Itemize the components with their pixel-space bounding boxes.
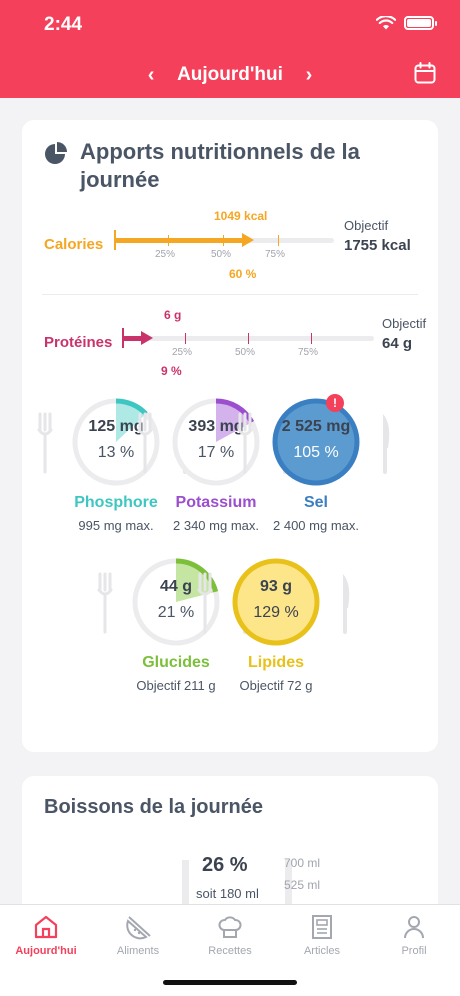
- fork-icon: [97, 572, 113, 634]
- calories-percent: 60 %: [229, 267, 257, 281]
- gauge-percent: 129 %: [253, 604, 299, 621]
- knife-icon: [343, 574, 350, 634]
- gauge-value: 125 mg: [88, 418, 144, 435]
- nutrition-card: Apports nutritionnels de la journée Calo…: [22, 120, 438, 752]
- gauge-ring: [197, 558, 350, 646]
- proteins-tick-75: [311, 333, 312, 344]
- battery-icon: [404, 16, 437, 30]
- gauge-limit: 2 340 mg max.: [173, 518, 259, 533]
- gauge-value: 2 525 mg: [281, 418, 351, 435]
- status-icons: [376, 16, 437, 30]
- drinks-scale-700: 700 ml: [284, 856, 321, 870]
- drinks-percent: 26 %: [202, 854, 248, 876]
- knife-icon: [383, 414, 390, 474]
- page-title: Aujourd'hui: [177, 64, 283, 85]
- pie-chart-icon: [45, 142, 67, 164]
- wifi-icon: [376, 16, 396, 30]
- gauge-name: Glucides: [142, 654, 210, 671]
- calories-tick-label-50: 50%: [211, 249, 232, 260]
- calories-value: 1049 kcal: [214, 209, 268, 223]
- proteins-progress: [122, 336, 145, 341]
- tab-aujourdhui[interactable]: Aujourd'hui: [0, 913, 92, 957]
- proteins-bar-start: [122, 328, 124, 348]
- next-day-button[interactable]: ›: [305, 63, 313, 86]
- gauge-limit: 2 400 mg max.: [273, 518, 359, 533]
- alert-icon: !: [326, 394, 344, 412]
- nutrition-card-header: Apports nutritionnels de la journée: [44, 138, 360, 194]
- proteins-percent: 9 %: [161, 364, 182, 378]
- proteins-objective: 64 g: [382, 335, 413, 352]
- gauge-limit: Objectif 211 g: [136, 678, 216, 693]
- home-icon: [34, 915, 58, 939]
- proteins-tick-label-25: 25%: [172, 347, 193, 358]
- drinks-title: Boissons de la journée: [44, 796, 263, 818]
- gauge-name: Sel: [303, 494, 328, 511]
- calories-progress: [114, 238, 246, 243]
- gauge-name: Phosphore: [74, 494, 158, 511]
- fork-icon: [197, 572, 213, 634]
- status-time: 2:44: [44, 14, 83, 35]
- drinks-scale-525: 525 ml: [284, 878, 321, 892]
- gauge-percent: 13 %: [97, 444, 135, 461]
- gauge-name: Lipides: [247, 654, 304, 671]
- date-navigator: ‹ Aujourd'hui ›: [0, 60, 460, 90]
- calories-tick-25: [168, 235, 169, 246]
- previous-day-button[interactable]: ‹: [147, 63, 155, 86]
- chef-hat-icon: [218, 916, 242, 938]
- calories-objective-label: Objectif: [344, 218, 389, 233]
- melon-icon: [126, 916, 151, 940]
- fork-icon: [237, 412, 253, 474]
- gauge-name: Potassium: [175, 494, 257, 511]
- gauge-percent: 21 %: [157, 604, 195, 621]
- gauge-limit: 995 mg max.: [78, 518, 154, 533]
- nutrition-title: Apports nutritionnels de la journée: [80, 139, 360, 192]
- calories-bar-start: [114, 230, 116, 250]
- proteins-tick-25: [185, 333, 186, 344]
- gauge-percent: 17 %: [197, 444, 235, 461]
- proteins-tick-label-50: 50%: [235, 347, 256, 358]
- calories-label: Calories: [44, 236, 104, 253]
- proteins-tick-label-75: 75%: [298, 347, 319, 358]
- tab-label: Articles: [303, 945, 341, 957]
- tab-label: Profil: [401, 945, 427, 957]
- calories-tick-label-25: 25%: [155, 249, 176, 260]
- calendar-icon[interactable]: [414, 62, 436, 84]
- tab-label: Aujourd'hui: [15, 945, 77, 957]
- fork-icon: [137, 412, 153, 474]
- gauge-value: 93 g: [259, 578, 292, 595]
- gauge-ring: [237, 398, 390, 486]
- proteins-value: 6 g: [164, 308, 182, 322]
- proteins-objective-label: Objectif: [382, 316, 427, 331]
- drinks-volume: soit 180 ml: [196, 886, 259, 901]
- tab-label: Recettes: [208, 945, 252, 957]
- person-icon: [404, 916, 424, 939]
- gauge-percent: 105 %: [293, 444, 339, 461]
- calories-objective: 1755 kcal: [344, 237, 411, 254]
- tab-aliments[interactable]: Aliments: [92, 913, 184, 957]
- tab-profil[interactable]: Profil: [368, 913, 460, 957]
- gauge-limit: Objectif 72 g: [239, 678, 313, 693]
- proteins-arrow-icon: [141, 331, 153, 345]
- newspaper-icon: [312, 915, 332, 939]
- home-indicator: [163, 980, 297, 985]
- calories-tick-50: [223, 235, 224, 246]
- tab-articles[interactable]: Articles: [276, 913, 368, 957]
- tab-recettes[interactable]: Recettes: [184, 913, 276, 957]
- proteins-label: Protéines: [44, 334, 113, 351]
- app-header: 2:44 ‹ Aujourd'hui ›: [0, 0, 460, 98]
- tab-label: Aliments: [116, 945, 160, 957]
- gauge-value: 44 g: [159, 578, 192, 595]
- calories-tick-75: [278, 235, 279, 246]
- gauge-value: 393 mg: [188, 418, 244, 435]
- divider: [42, 294, 418, 295]
- calories-tick-label-75: 75%: [265, 249, 286, 260]
- gauge-ring: [97, 558, 250, 646]
- fork-icon: [37, 412, 53, 474]
- proteins-tick-50: [248, 333, 249, 344]
- calories-arrow-icon: [242, 233, 254, 247]
